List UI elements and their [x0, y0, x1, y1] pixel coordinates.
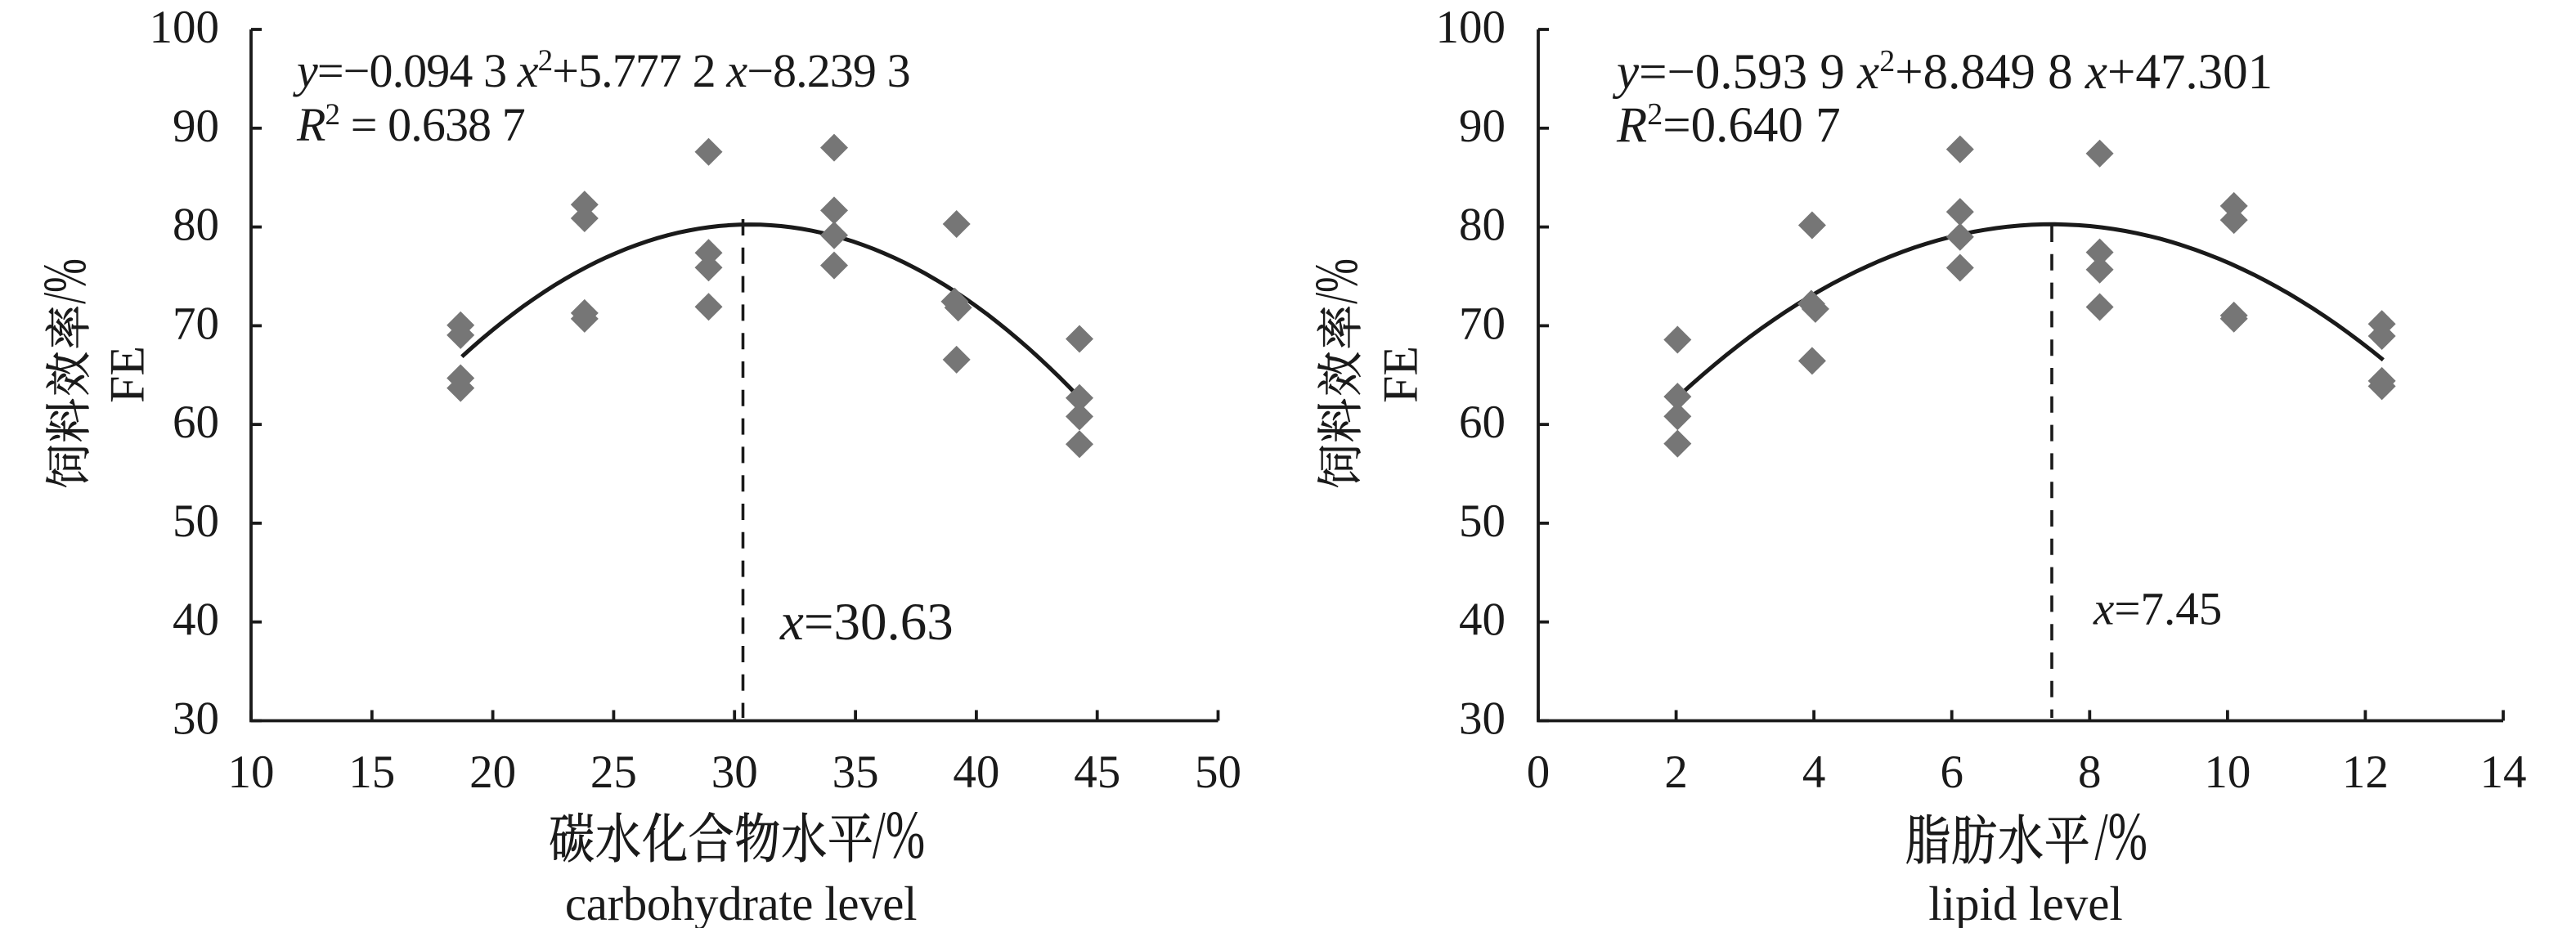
svg-text:80: 80	[173, 199, 219, 251]
svg-text:x=7.45: x=7.45	[2093, 584, 2222, 635]
svg-text:carbohydrate level: carbohydrate level	[565, 876, 917, 928]
svg-text:2: 2	[1664, 746, 1688, 798]
svg-text:0: 0	[1527, 746, 1551, 798]
svg-text:/%: /%	[30, 258, 99, 304]
svg-text:40: 40	[173, 594, 219, 646]
svg-text:10: 10	[228, 746, 275, 798]
svg-text:30: 30	[711, 746, 758, 798]
svg-text:8: 8	[2078, 746, 2102, 798]
svg-text:y=−0.593 9 x2+8.849 8 x+47.301: y=−0.593 9 x2+8.849 8 x+47.301	[1612, 44, 2273, 100]
svg-text:lipid level: lipid level	[1928, 876, 2123, 928]
svg-text:x=30.63: x=30.63	[779, 593, 954, 652]
svg-text:30: 30	[173, 693, 219, 745]
svg-text:10: 10	[2204, 746, 2251, 798]
svg-text:50: 50	[1195, 746, 1241, 798]
svg-text:4: 4	[1802, 746, 1826, 798]
svg-text:14: 14	[2480, 746, 2527, 798]
svg-text:40: 40	[953, 746, 999, 798]
svg-text:25: 25	[590, 746, 637, 798]
svg-text:20: 20	[469, 746, 516, 798]
svg-text:70: 70	[1459, 298, 1506, 349]
svg-text:50: 50	[1459, 495, 1506, 547]
svg-text:R2=0.640 7: R2=0.640 7	[1616, 97, 1841, 153]
svg-text:30: 30	[1459, 693, 1506, 745]
svg-text:40: 40	[1459, 594, 1506, 646]
svg-text:/%: /%	[1302, 258, 1371, 304]
svg-text:60: 60	[173, 397, 219, 448]
svg-text:80: 80	[1459, 199, 1506, 251]
svg-text:35: 35	[832, 746, 879, 798]
svg-text:90: 90	[173, 101, 219, 152]
svg-text:/%: /%	[873, 796, 925, 872]
svg-text:100: 100	[150, 2, 220, 53]
svg-text:45: 45	[1074, 746, 1120, 798]
svg-text:100: 100	[1436, 2, 1506, 53]
svg-text:70: 70	[173, 298, 219, 349]
svg-text:90: 90	[1459, 101, 1506, 152]
svg-text:12: 12	[2342, 746, 2389, 798]
svg-text:FE: FE	[101, 346, 155, 403]
svg-text:15: 15	[348, 746, 395, 798]
svg-text:60: 60	[1459, 397, 1506, 448]
svg-text:y=−0.094 3 x2+5.777 2 x−8.239: y=−0.094 3 x2+5.777 2 x−8.239 3	[293, 44, 910, 97]
svg-text:/%: /%	[2095, 798, 2147, 874]
svg-text:FE: FE	[1374, 346, 1428, 403]
svg-text:50: 50	[173, 495, 219, 547]
svg-text:6: 6	[1940, 746, 1963, 798]
svg-text:R2 = 0.638 7: R2 = 0.638 7	[296, 98, 525, 151]
